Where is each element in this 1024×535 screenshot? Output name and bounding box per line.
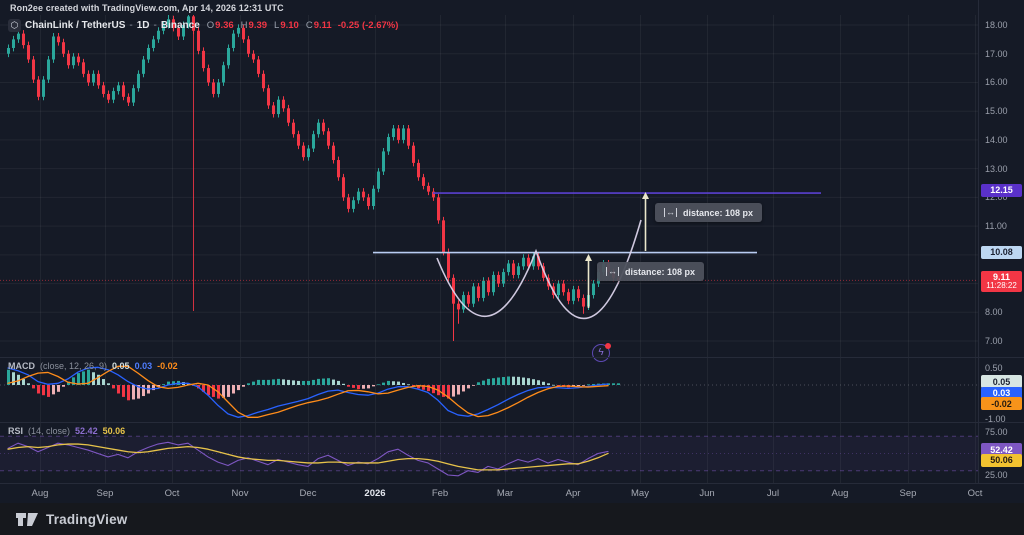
rsi-params: (14, close) xyxy=(28,426,71,436)
price-tick: 7.00 xyxy=(985,336,1003,347)
macd-hist-value: 0.05 xyxy=(112,361,130,371)
month-label: Oct xyxy=(164,488,180,499)
high-value: H9.39 xyxy=(240,20,268,31)
separator: - xyxy=(129,20,133,31)
time-axis[interactable]: Aug Sep Oct Nov Dec 2026 Feb Mar Apr May Jun Jul Aug… xyxy=(0,484,983,503)
tradingview-logo-icon[interactable] xyxy=(16,512,39,527)
rsi-ma-value: 50.06 xyxy=(102,426,126,436)
price-tick: 8.00 xyxy=(985,307,1003,318)
change-value: -0.25 (-2.67%) xyxy=(337,20,399,31)
price-tick: 12.00 xyxy=(985,192,1008,203)
watermark: Ron2ee created with TradingView.com, Apr… xyxy=(10,3,284,13)
exchange-name: Binance xyxy=(160,20,200,31)
hist-value-label: 0.05 xyxy=(981,375,1022,388)
price-tick: 17.00 xyxy=(985,48,1008,59)
month-label: Sep xyxy=(899,488,917,499)
macd-title[interactable]: MACD xyxy=(8,361,35,371)
measure-tooltip-upper: ↔ distance: 108 px xyxy=(655,203,763,222)
neckline-price-label: 10.08 xyxy=(981,245,1022,259)
signal-value-label: -0.02 xyxy=(981,397,1022,410)
tradingview-brand[interactable]: TradingView xyxy=(46,511,128,527)
rsi-pane[interactable] xyxy=(7,441,609,477)
month-label: Feb xyxy=(431,488,449,499)
macd-params: (close, 12, 26, 9) xyxy=(40,361,108,371)
month-label: Nov xyxy=(231,488,249,499)
month-label: Apr xyxy=(565,488,581,499)
measure-tooltip-lower: ↔ distance: 108 px xyxy=(597,262,705,281)
month-label: Aug xyxy=(31,488,49,499)
price-tick: 18.00 xyxy=(985,20,1008,30)
arrowhead xyxy=(642,192,649,199)
notification-dot xyxy=(605,343,611,349)
month-label: Jun xyxy=(699,488,715,499)
symbol-logo-icon: ⬡ xyxy=(8,19,21,32)
rsi-title[interactable]: RSI xyxy=(8,426,24,436)
rsima-value-label: 50.06 xyxy=(981,453,1022,467)
close-value: C9.11 xyxy=(305,20,332,31)
macd-tick: -1.00 xyxy=(985,414,1006,424)
macd-line-value: 0.03 xyxy=(134,361,153,371)
arrowhead xyxy=(585,254,592,261)
month-label: 2026 xyxy=(364,488,386,499)
price-tick: 13.00 xyxy=(985,163,1008,174)
price-tick: 14.00 xyxy=(985,134,1008,145)
low-value: L9.10 xyxy=(274,20,299,31)
price-tick: 16.00 xyxy=(985,77,1008,88)
macd-signal-value: -0.02 xyxy=(157,361,178,371)
rsi-value: 52.42 xyxy=(75,426,98,436)
month-label: Sep xyxy=(96,488,114,499)
current-price-label: 9.11 11:28:22 xyxy=(981,270,1022,292)
rsi-tick: 75.00 xyxy=(985,427,1008,437)
pane-divider[interactable] xyxy=(0,422,1024,423)
ruler-icon: ↔ xyxy=(664,207,677,217)
grid xyxy=(0,15,978,483)
quick-alert-button[interactable]: ϟ xyxy=(592,343,611,362)
symbol-title[interactable]: ChainLink / TetherUS xyxy=(25,20,126,31)
month-label: Aug xyxy=(831,488,849,499)
rsi-header: RSI (14, close) 52.42 50.06 xyxy=(8,426,125,436)
interval-value[interactable]: 1D xyxy=(136,20,150,31)
month-label: May xyxy=(631,488,649,499)
macd-tick: 0.50 xyxy=(985,363,1003,373)
symbol-header: ⬡ ChainLink / TetherUS - 1D - Binance O9… xyxy=(8,19,398,32)
month-label: Jul xyxy=(766,488,780,499)
measure-text: distance: 108 px xyxy=(625,266,696,277)
ruler-icon: ↔ xyxy=(606,266,619,276)
price-tick: 15.00 xyxy=(985,106,1008,117)
rsi-tick: 25.00 xyxy=(985,470,1008,480)
month-label: Oct xyxy=(967,488,983,499)
macd-pane[interactable] xyxy=(7,365,620,418)
lightning-icon: ϟ xyxy=(598,347,604,358)
macd-value-label: 0.03 xyxy=(981,386,1022,400)
pane-divider[interactable] xyxy=(0,357,1024,358)
resistance-price-label: 12.15 xyxy=(981,183,1022,197)
macd-header: MACD (close, 12, 26, 9) 0.05 0.03 -0.02 xyxy=(8,361,178,371)
separator: - xyxy=(153,20,157,31)
price-tick: 11.00 xyxy=(985,221,1007,232)
measure-text: distance: 108 px xyxy=(683,207,754,218)
cup-pattern-curve xyxy=(436,219,642,320)
rsi-value-label: 52.42 xyxy=(981,443,1022,456)
countdown-timer: 11:28:22 xyxy=(986,281,1017,291)
month-label: Mar xyxy=(496,488,514,499)
open-value: O9.36 xyxy=(206,20,234,31)
price-axis[interactable]: 18.00 17.00 16.00 15.00 14.00 13.00 12.00 11.00… xyxy=(979,0,1024,484)
month-label: Dec xyxy=(299,488,317,499)
footer-bar: TradingView xyxy=(0,503,1024,535)
price-pane[interactable] xyxy=(0,8,978,342)
axis-divider xyxy=(0,483,1024,484)
axis-divider xyxy=(978,0,979,484)
